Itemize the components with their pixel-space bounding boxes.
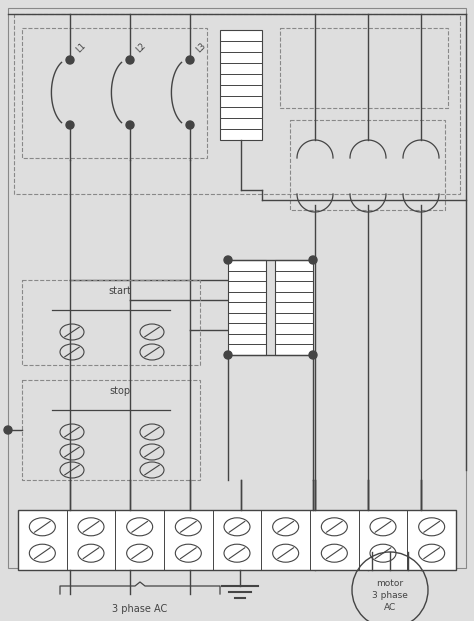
Text: start: start <box>109 286 131 296</box>
Bar <box>290 120 445 210</box>
Bar <box>22 280 200 365</box>
Text: stop: stop <box>109 386 130 396</box>
Bar <box>280 28 448 108</box>
Circle shape <box>309 256 317 264</box>
Text: L1: L1 <box>74 40 87 54</box>
Circle shape <box>186 121 194 129</box>
Bar <box>22 380 200 480</box>
Circle shape <box>224 351 232 359</box>
Text: AC: AC <box>384 602 396 612</box>
Circle shape <box>224 256 232 264</box>
Circle shape <box>186 56 194 64</box>
Text: L3: L3 <box>194 40 208 54</box>
Bar <box>220 30 262 140</box>
Bar <box>275 260 313 355</box>
Bar <box>228 260 266 355</box>
Bar <box>18 510 456 570</box>
Text: 3 phase: 3 phase <box>372 591 408 601</box>
Circle shape <box>66 121 74 129</box>
Circle shape <box>66 56 74 64</box>
Text: motor: motor <box>376 579 403 589</box>
Circle shape <box>126 121 134 129</box>
Circle shape <box>309 351 317 359</box>
Circle shape <box>126 56 134 64</box>
Text: 3 phase AC: 3 phase AC <box>112 604 168 614</box>
Bar <box>22 28 207 158</box>
Circle shape <box>4 426 12 434</box>
Bar <box>14 14 460 194</box>
Text: L2: L2 <box>134 40 147 54</box>
